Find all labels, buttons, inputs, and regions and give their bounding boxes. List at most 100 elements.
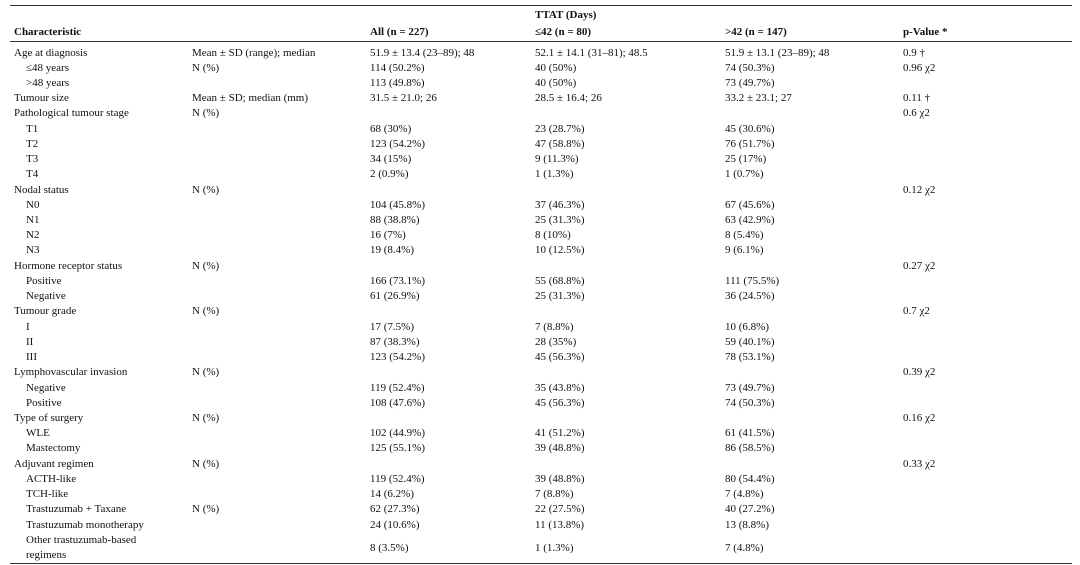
table-cell: 111 (75.5%) (725, 274, 780, 287)
table-cell: 78 (53.1%) (725, 351, 775, 364)
table-cell: N (%) (192, 503, 220, 516)
table-cell: 25 (31.3%) (535, 290, 585, 303)
row-label: ≤48 years (26, 61, 69, 74)
table-cell: 24 (10.6%) (370, 518, 420, 531)
table-cell: 88 (38.8%) (370, 214, 420, 227)
table-cell: 25 (17%) (725, 153, 767, 166)
table-cell: 40 (50%) (535, 76, 577, 89)
table-cell: 113 (49.8%) (370, 76, 425, 89)
row-label: Negative (26, 290, 66, 303)
table-cell: 52.1 ± 14.1 (31–81); 48.5 (535, 46, 648, 59)
row-label: Tumour grade (14, 305, 77, 318)
table-cell: 45 (56.3%) (535, 351, 585, 364)
table-cell: 73 (49.7%) (725, 381, 775, 394)
table-cell: 34 (15%) (370, 153, 412, 166)
table-cell: 0.6 χ2 (903, 107, 930, 120)
table-cell: 108 (47.6%) (370, 396, 425, 409)
table-cell: 74 (50.3%) (725, 396, 775, 409)
row-label: WLE (26, 427, 50, 440)
table-cell: 22 (27.5%) (535, 503, 585, 516)
table-cell: 0.96 χ2 (903, 61, 936, 74)
row-label: N3 (26, 244, 40, 257)
table-cell: 55 (68.8%) (535, 274, 585, 287)
row-label: TCH-like (26, 488, 69, 501)
table-cell: 119 (52.4%) (370, 472, 425, 485)
table-cell: 0.9 † (903, 46, 925, 59)
group-header: TTAT (Days) (535, 9, 597, 21)
table-cell: 102 (44.9%) (370, 427, 425, 440)
table-cell: 119 (52.4%) (370, 381, 425, 394)
row-label: Mastectomy (26, 442, 81, 455)
table-cell: 13 (8.8%) (725, 518, 769, 531)
table-cell: 39 (48.8%) (535, 472, 585, 485)
table-cell: N (%) (192, 412, 220, 425)
table-cell: 9 (11.3%) (535, 153, 579, 166)
table-cell: 41 (51.2%) (535, 427, 585, 440)
row-label: Age at diagnosis (14, 46, 88, 59)
table-cell: N (%) (192, 183, 220, 196)
table-cell: 0.12 χ2 (903, 183, 936, 196)
table-cell: 0.27 χ2 (903, 259, 936, 272)
row-label: III (26, 351, 37, 364)
table-cell: 125 (55.1%) (370, 442, 425, 455)
table-cell: 0.7 χ2 (903, 305, 930, 318)
row-label: Pathological tumour stage (14, 107, 129, 120)
table-cell: 35 (43.8%) (535, 381, 585, 394)
row-label: >48 years (26, 76, 70, 89)
row-label: Positive (26, 274, 62, 287)
row-label: I (26, 320, 30, 333)
table-cell: 2 (0.9%) (370, 168, 409, 181)
table-cell: 19 (8.4%) (370, 244, 414, 257)
table-cell: 61 (41.5%) (725, 427, 775, 440)
table-cell: Mean ± SD (range); median (192, 46, 316, 59)
table-cell: 33.2 ± 23.1; 27 (725, 92, 792, 105)
table-cell: 80 (54.4%) (725, 472, 775, 485)
table-cell: 123 (54.2%) (370, 351, 425, 364)
table-cell: 11 (13.8%) (535, 518, 585, 531)
table-cell: 51.9 ± 13.4 (23–89); 48 (370, 46, 475, 59)
table-cell: N (%) (192, 107, 220, 120)
table-cell: Mean ± SD; median (mm) (192, 92, 309, 105)
row-label: N0 (26, 198, 40, 211)
header-rule (10, 41, 1072, 42)
table-cell: 7 (8.8%) (535, 488, 574, 501)
row-label: Other trastuzumab-based regimens (26, 534, 137, 561)
row-label: T1 (26, 122, 39, 135)
table-cell: 0.33 χ2 (903, 457, 936, 470)
column-header: All (n = 227) (370, 26, 429, 38)
table-cell: 45 (56.3%) (535, 396, 585, 409)
row-label: Trastuzumab + Taxane (26, 503, 127, 516)
table-cell: 9 (6.1%) (725, 244, 764, 257)
table-cell: 0.39 χ2 (903, 366, 936, 379)
table-cell: 51.9 ± 13.1 (23–89); 48 (725, 46, 830, 59)
row-label: T2 (26, 137, 39, 150)
table-cell: 17 (7.5%) (370, 320, 414, 333)
table-cell: 31.5 ± 21.0; 26 (370, 92, 437, 105)
table-cell: 7 (4.8%) (725, 541, 764, 554)
row-label: ACTH-like (26, 472, 77, 485)
row-label: N1 (26, 214, 40, 227)
table-cell: 76 (51.7%) (725, 137, 775, 150)
top-rule (10, 5, 1072, 6)
table-cell: 0.16 χ2 (903, 412, 936, 425)
table-cell: 63 (42.9%) (725, 214, 775, 227)
column-header: ≤42 (n = 80) (535, 26, 591, 38)
column-header: p-Value * (903, 26, 948, 38)
table-cell: 23 (28.7%) (535, 122, 585, 135)
row-label: Negative (26, 381, 66, 394)
table-cell: 16 (7%) (370, 229, 406, 242)
row-label: T3 (26, 153, 39, 166)
table-cell: 10 (6.8%) (725, 320, 769, 333)
table-cell: 40 (27.2%) (725, 503, 775, 516)
table-cell: 10 (12.5%) (535, 244, 585, 257)
row-label: Positive (26, 396, 62, 409)
table-cell: N (%) (192, 457, 220, 470)
table-cell: 114 (50.2%) (370, 61, 425, 74)
table-cell: 73 (49.7%) (725, 76, 775, 89)
column-header: Characteristic (14, 26, 82, 38)
row-label: II (26, 335, 34, 348)
table-cell: 47 (58.8%) (535, 137, 585, 150)
table-cell: 8 (5.4%) (725, 229, 764, 242)
table-cell: N (%) (192, 61, 220, 74)
table-cell: 0.11 † (903, 92, 931, 105)
